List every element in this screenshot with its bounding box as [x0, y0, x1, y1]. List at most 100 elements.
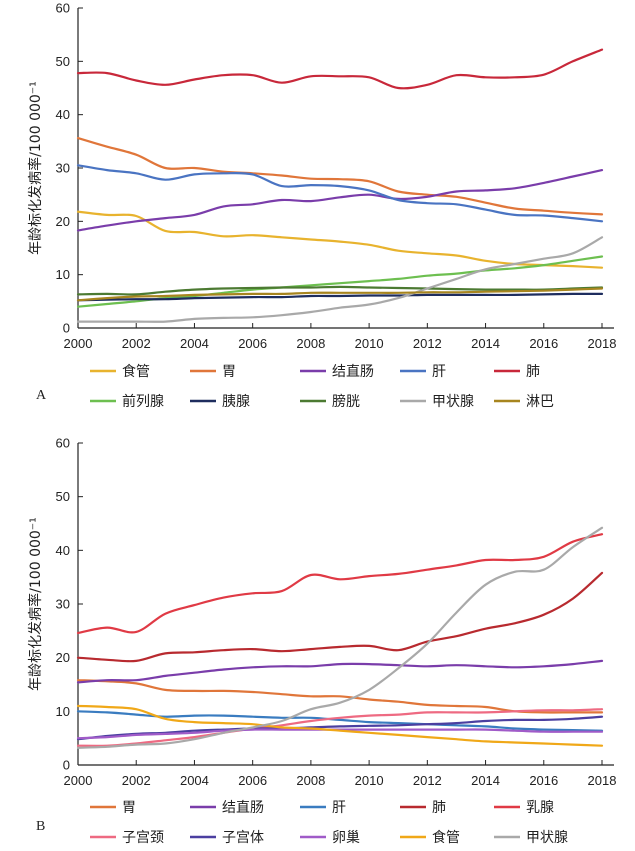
legend-label: 子宫体: [222, 830, 264, 846]
x-tick-label: 2006: [238, 773, 267, 788]
series-line-2: [76, 710, 604, 732]
legend-label: 肺: [432, 800, 446, 816]
legend-label: 乳腺: [526, 800, 554, 816]
legend-item: 前列腺: [90, 393, 164, 410]
x-tick-label: 2018: [588, 773, 617, 788]
series-line-4: [76, 533, 604, 635]
y-tick-label: 60: [56, 1, 70, 16]
y-tick-label: 50: [56, 54, 70, 69]
x-tick-label: 2014: [471, 336, 500, 351]
legend-item: 乳腺: [494, 800, 554, 816]
y-tick-label: 20: [56, 214, 70, 229]
legend-label: 胰腺: [222, 394, 250, 410]
x-tick-label: 2016: [529, 336, 558, 351]
x-tick-label: 2004: [180, 336, 209, 351]
x-tick-label: 2010: [355, 773, 384, 788]
series-line-5: [76, 708, 604, 747]
legend-label: 前列腺: [122, 393, 164, 410]
legend-label: 肝: [432, 364, 446, 380]
y-tick-label: 60: [56, 436, 70, 451]
x-tick-label: 2002: [122, 336, 151, 351]
y-axis-label: 年龄标化发病率/100 000⁻¹: [27, 81, 44, 255]
series-lines: [76, 48, 604, 323]
y-tick-label: 40: [56, 543, 70, 558]
x-tick-label: 2008: [296, 773, 325, 788]
series-line-1: [76, 137, 604, 216]
legend-label: 肺: [526, 364, 540, 380]
series-line-3: [76, 571, 604, 663]
series-line-0: [76, 679, 604, 714]
x-tick-label: 2002: [122, 773, 151, 788]
legend-item: 肝: [400, 364, 446, 380]
legend-label: 胃: [122, 800, 136, 816]
y-tick-label: 20: [56, 650, 70, 665]
x-tick-label: 2008: [296, 336, 325, 351]
y-tick-label: 10: [56, 704, 70, 719]
legend-label: 子宫颈: [122, 830, 164, 846]
legend-item: 肝: [300, 800, 346, 816]
x-tick-label: 2012: [413, 773, 442, 788]
x-tick-label: 2006: [238, 336, 267, 351]
x-tick-label: 2012: [413, 336, 442, 351]
legend-label: 胃: [222, 364, 236, 380]
legend-item: 卵巢: [300, 830, 360, 846]
y-tick-label: 50: [56, 489, 70, 504]
legend-item: 食管: [400, 829, 460, 846]
legend-item: 甲状腺: [400, 394, 474, 410]
series-line-7: [76, 285, 604, 296]
x-tick-label: 2004: [180, 773, 209, 788]
legend-item: 胃: [90, 800, 136, 816]
legend-item: 结直肠: [300, 363, 374, 380]
legend-item: 膀胱: [300, 393, 360, 410]
legend-item: 胃: [190, 364, 236, 380]
legend-label: 甲状腺: [432, 394, 474, 410]
x-tick-label: 2010: [355, 336, 384, 351]
chart-panel-a: 0 10 20 30 40 50 60 2000 2002 2004 2006 2008 2010 201…: [27, 1, 616, 411]
axes: 0 10 20 30 40 50 60 2000 2002 2004 2006 2008 2010 201…: [56, 1, 617, 352]
x-tick-label: 2000: [64, 773, 93, 788]
y-tick-label: 0: [63, 758, 70, 773]
y-tick-label: 0: [63, 321, 70, 336]
chart-panel-b: 0 10 20 30 40 50 60 2000 2002 2004 2006 2008 2010 201…: [27, 436, 616, 847]
panel-label: A: [36, 388, 47, 403]
legend-label: 食管: [122, 363, 150, 380]
legend-label: 结直肠: [332, 363, 374, 380]
legend-item: 甲状腺: [494, 830, 568, 846]
x-tick-label: 2018: [588, 336, 617, 351]
legend-item: 淋巴: [494, 394, 554, 410]
series-lines: [76, 526, 604, 749]
legend-item: 结直肠: [190, 799, 264, 816]
legend-item: 胰腺: [190, 394, 250, 410]
axes: 0 10 20 30 40 50 60 2000 2002 2004 2006 2008 2010 201…: [56, 436, 617, 789]
series-line-2: [76, 169, 604, 232]
panel-label: B: [36, 819, 45, 834]
series-line-8: [76, 704, 604, 747]
series-line-3: [76, 164, 604, 223]
x-tick-label: 2000: [64, 336, 93, 351]
legend-item: 肺: [494, 364, 540, 380]
series-line-4: [76, 48, 604, 90]
series-line-9: [76, 287, 604, 302]
legend-label: 淋巴: [526, 394, 554, 410]
series-line-8: [76, 236, 604, 323]
x-tick-label: 2016: [529, 773, 558, 788]
legend-label: 甲状腺: [526, 830, 568, 846]
series-line-1: [76, 659, 604, 684]
y-tick-label: 10: [56, 267, 70, 282]
legend-item: 子宫体: [190, 830, 264, 846]
legend-label: 肝: [332, 800, 346, 816]
y-tick-label: 30: [56, 161, 70, 176]
legend-label: 结直肠: [222, 799, 264, 816]
legend-item: 食管: [90, 363, 150, 380]
legend-item: 子宫颈: [90, 830, 164, 846]
legend-label: 膀胱: [332, 393, 360, 410]
y-axis-label: 年龄标化发病率/100 000⁻¹: [27, 517, 44, 691]
series-line-6: [76, 292, 604, 302]
y-tick-label: 30: [56, 597, 70, 612]
y-tick-label: 40: [56, 107, 70, 122]
series-line-9: [76, 526, 604, 749]
legend-label: 食管: [432, 829, 460, 846]
